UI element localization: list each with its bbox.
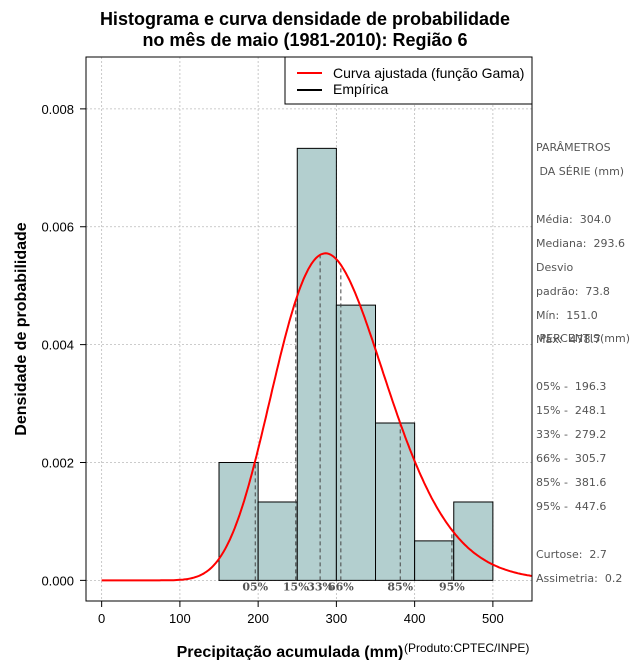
histogram-bar [453, 501, 494, 581]
series-parameters-panel: PARÂMETROS DA SÉRIE (mm) Média: 304.0 Me… [536, 130, 625, 358]
percentiles-panel: PERCENTIS(mm) 05% - 196.3 15% - 248.1 33… [536, 321, 630, 597]
y-axis-label: Densidade de probabilidade [13, 222, 30, 435]
x-tick-label: 200 [247, 611, 269, 626]
max-value: Máx: 478.7 [536, 333, 601, 346]
percentile-33: 33% - 279.2 [536, 428, 607, 441]
percentile-label: 33% [307, 580, 333, 593]
histogram-bar [296, 147, 337, 581]
percentile-15: 15% - 248.1 [536, 404, 607, 417]
histogram-bar [257, 501, 298, 581]
percentile-label: 05% [242, 580, 268, 593]
credit-label: (Produto:CPTEC/INPE) [404, 641, 529, 655]
stddev-value: padrão: 73.8 [536, 285, 610, 298]
mean-value: Média: 304.0 [536, 213, 612, 226]
spacer [536, 190, 625, 202]
x-tick-label: 300 [326, 611, 348, 626]
histogram-bar [335, 304, 377, 581]
median-value: Mediana: 293.6 [536, 237, 625, 250]
y-tick-label: 0.002 [41, 455, 74, 470]
params-title: PARÂMETROS [536, 141, 611, 154]
legend-box [284, 56, 533, 105]
spacer [536, 525, 630, 537]
percentile-label: 95% [439, 580, 465, 593]
chart-title-line1: Histograma e curva densidade de probabil… [100, 9, 510, 29]
percentile-label: 15% [283, 580, 309, 593]
spacer [536, 357, 630, 369]
y-tick-label: 0.000 [41, 573, 74, 588]
kurtosis-value: Curtose: 2.7 [536, 548, 607, 561]
percentile-95: 95% - 447.6 [536, 500, 607, 513]
percentile-05: 05% - 196.3 [536, 380, 607, 393]
x-axis-label: Precipitação acumulada (mm) [177, 644, 404, 660]
y-tick-label: 0.006 [41, 220, 74, 235]
histogram-bar [375, 422, 416, 581]
legend-label-empirical: Empírica [333, 81, 388, 97]
chart-title-line2: no mês de maio (1981-2010): Região 6 [142, 30, 467, 50]
legend-label-fit: Curva ajustada (função Gama) [333, 65, 524, 81]
min-value: Mín: 151.0 [536, 309, 598, 322]
percentile-label: 85% [387, 580, 413, 593]
legend: Curva ajustada (função Gama) Empírica [284, 56, 533, 105]
histogram-bar [218, 461, 259, 581]
gamma-curve [101, 252, 533, 582]
stddev-label: Desvio [536, 261, 574, 274]
skewness-value: Assimetria: 0.2 [536, 572, 623, 585]
y-tick-label: 0.008 [41, 102, 74, 117]
x-tick-label: 0 [98, 611, 105, 626]
x-tick-label: 500 [482, 611, 504, 626]
histogram-bar [414, 540, 455, 581]
x-tick-label: 100 [169, 611, 191, 626]
percentile-label: 66% [328, 580, 354, 593]
percentile-85: 85% - 381.6 [536, 476, 607, 489]
percentiles-title: PERCENTIS(mm) [536, 332, 630, 345]
percentile-66: 66% - 305.7 [536, 452, 607, 465]
params-subtitle: DA SÉRIE (mm) [536, 165, 625, 178]
y-tick-label: 0.004 [41, 338, 74, 353]
x-tick-label: 400 [404, 611, 426, 626]
